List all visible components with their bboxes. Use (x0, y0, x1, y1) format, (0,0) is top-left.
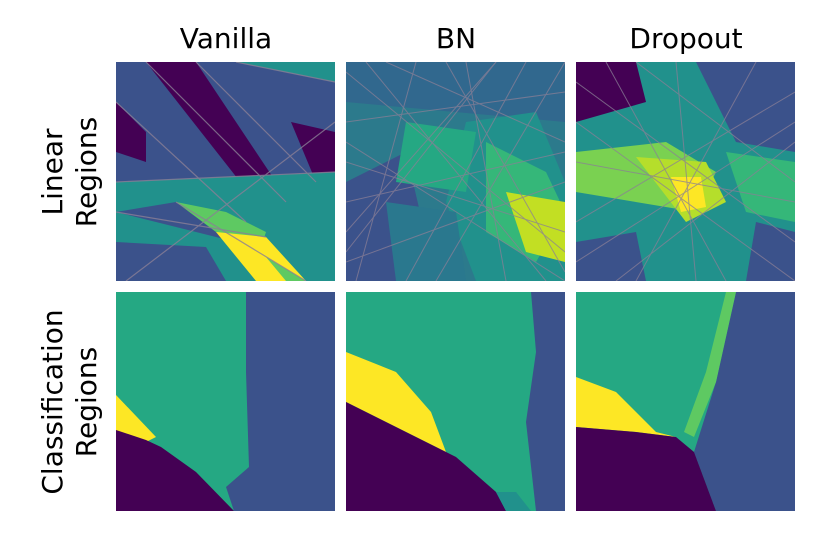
row-label-line2: Regions (70, 346, 103, 458)
column-title-vanilla: Vanilla (179, 22, 273, 55)
row-label-line2: Regions (70, 116, 103, 228)
linear-regions-bn-image (346, 62, 565, 281)
row-label-linear-regions: Linear Regions (36, 62, 104, 282)
panel-classification-vanilla (116, 292, 335, 511)
row-label-line1: Classification (36, 309, 69, 495)
linear-regions-dropout-image (576, 62, 795, 281)
panel-linear-dropout (576, 62, 795, 281)
column-title-dropout: Dropout (629, 22, 743, 55)
classification-regions-vanilla-image (116, 292, 335, 511)
column-title-bn: BN (435, 22, 477, 55)
classification-regions-dropout-image (576, 292, 795, 511)
row-label-classification-regions: Classification Regions (36, 292, 104, 512)
row-label-line1: Linear (36, 128, 69, 216)
classification-regions-bn-image (346, 292, 565, 511)
panel-linear-bn (346, 62, 565, 281)
linear-regions-vanilla-image (116, 62, 335, 281)
panel-linear-vanilla (116, 62, 335, 281)
panel-classification-bn (346, 292, 565, 511)
panel-classification-dropout (576, 292, 795, 511)
